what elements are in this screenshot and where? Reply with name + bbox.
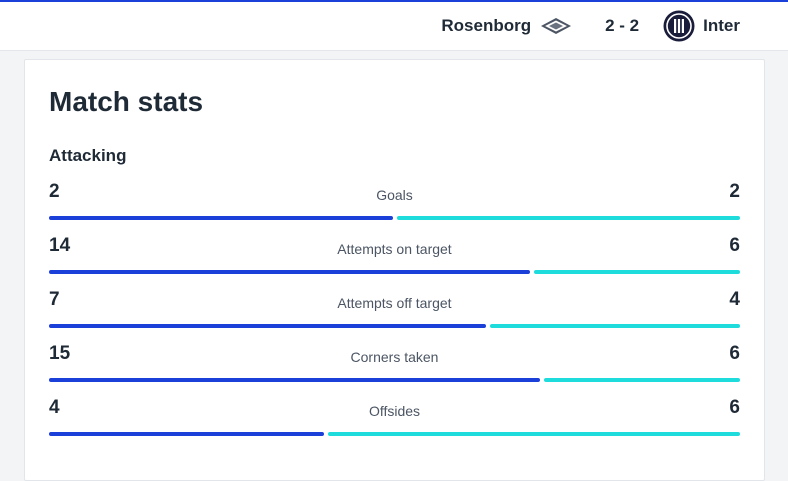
away-bar — [490, 324, 740, 328]
page-title: Match stats — [49, 86, 204, 117]
home-bar — [49, 432, 324, 436]
match-stats-card: Match stats Attacking 2 Goals 2 14 Attem… — [24, 59, 765, 481]
away-value: 6 — [729, 343, 740, 364]
stat-label: Corners taken — [350, 349, 439, 365]
top-accent-line — [0, 0, 788, 2]
away-bar — [543, 378, 740, 382]
home-value: 7 — [49, 289, 60, 310]
stat-label: Attempts on target — [337, 241, 452, 257]
away-bar — [327, 432, 740, 436]
match-summary[interactable]: Rosenborg 2 - 2 Inter — [441, 2, 740, 50]
inter-crest-icon — [663, 10, 695, 42]
home-bar — [49, 270, 530, 274]
home-team-name[interactable]: Rosenborg — [441, 16, 532, 35]
home-bar — [49, 216, 393, 220]
home-value: 4 — [49, 397, 60, 418]
stat-label: Offsides — [368, 403, 421, 419]
stat-label: Attempts off target — [337, 295, 452, 311]
away-bar — [396, 216, 740, 220]
away-team-name[interactable]: Inter — [703, 16, 740, 35]
away-value: 6 — [729, 397, 740, 418]
stat-row-corners-taken: 15 Corners taken 6 — [49, 343, 740, 389]
stat-row-attempts-on-target: 14 Attempts on target 6 — [49, 235, 740, 281]
match-score: 2 - 2 — [605, 16, 640, 35]
rosenborg-crest-icon — [541, 18, 572, 34]
home-value: 14 — [49, 235, 71, 256]
stat-label: Goals — [376, 187, 413, 203]
away-value: 6 — [729, 235, 740, 256]
away-bar — [533, 270, 740, 274]
stat-row-attempts-off-target: 7 Attempts off target 4 — [49, 289, 740, 335]
match-header: Rosenborg 2 - 2 Inter — [0, 2, 788, 51]
home-value: 15 — [49, 343, 71, 364]
home-value: 2 — [49, 181, 60, 202]
stat-row-goals: 2 Goals 2 — [49, 181, 740, 227]
home-bar — [49, 324, 487, 328]
stat-row-offsides: 4 Offsides 6 — [49, 397, 740, 443]
home-bar — [49, 378, 540, 382]
section-heading-attacking: Attacking — [49, 146, 127, 165]
away-value: 4 — [729, 289, 740, 310]
away-value: 2 — [729, 181, 740, 202]
